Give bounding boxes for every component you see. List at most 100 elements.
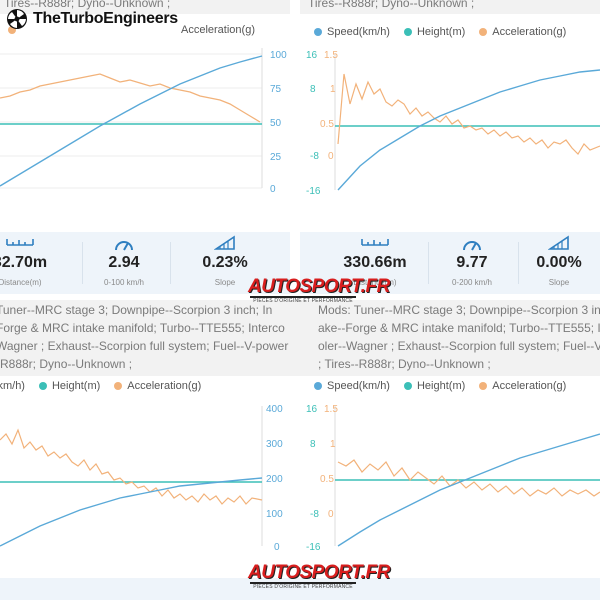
brand-logo: TheTurboEngineers (6, 8, 178, 30)
tick-label: 0.5 (320, 474, 334, 485)
tick-label: 200 (266, 474, 283, 485)
divider (428, 242, 429, 284)
line-chart: 400 300 200 100 0 (0, 404, 283, 553)
chart-legend: Speed(km/h) Height(m) Acceleration(g) (314, 26, 566, 38)
dot-icon (8, 26, 16, 34)
legend-acceleration: Acceleration(g) (492, 26, 567, 38)
legend-acceleration: Acceleration(g) (127, 380, 202, 392)
watermark-tagline: PIÈCES D'ORIGINE ET PERFORMANCE (253, 298, 353, 304)
line-chart: 16 1.5 8 1 0.5 -8 0 -16 (306, 404, 600, 553)
stat-label: Slope (214, 278, 236, 287)
legend-height: Height(m) (51, 380, 101, 392)
tick-label: -16 (306, 542, 321, 553)
tick-label: 0.5 (320, 119, 334, 130)
mods-text-middle: Tuner--MRC stage 3; Downpipe--Scorpion 3… (0, 300, 600, 376)
speed-series-line (0, 55, 263, 187)
dot-icon (38, 382, 47, 390)
stat-acceleration-time: 2.94 0-100 km/h (82, 232, 166, 294)
mods-text-top-left: Tires--R888r; Dyno--Unknown ; (0, 0, 290, 14)
slope-icon (548, 235, 569, 250)
mods-text-top-right: Tires--R888r; Dyno--Unknown ; (300, 0, 600, 14)
stat-value: 2.94 (108, 254, 140, 271)
stat-value: 0.23% (202, 254, 248, 271)
legend-speed: Speed(km/h) (327, 26, 390, 38)
watermark-title: AUTOSPORT.FR (248, 276, 390, 297)
divider (82, 242, 83, 284)
ruler-icon (361, 239, 389, 246)
stat-label: Distance(m) (353, 278, 397, 287)
tick-label: 0 (328, 151, 334, 162)
tick-label: 0 (274, 542, 280, 553)
tick-label: 1 (330, 84, 336, 95)
tick-label: 16 (306, 50, 318, 61)
mods-line: oler--Wagner ; Exhaust--Scorpion full sy… (316, 338, 600, 355)
chart-legend: Speed(km/h) Height(m) Acceleration(g) (314, 380, 566, 392)
acceleration-series-line (0, 73, 261, 123)
stat-label: Slope (548, 278, 570, 287)
legend-height: Height(m) (416, 380, 466, 392)
tick-label: -8 (310, 151, 319, 162)
speed-series-line (337, 69, 600, 191)
stat-value: 0.00% (536, 254, 582, 271)
watermark-logo: AUTOSPORT.FR PIÈCES D'ORIGINE ET PERFORM… (248, 276, 390, 304)
stat-value: 330.66m (343, 254, 407, 271)
tick-label: -16 (306, 186, 321, 197)
tick-label: 50 (270, 118, 282, 129)
line-chart: 100 75 50 25 0 (0, 48, 287, 195)
chart-panel-bottom-right: Speed(km/h) Height(m) Acceleration(g) 16… (300, 378, 600, 568)
line-chart: 16 1.5 8 1 0.5 -8 0 -16 (306, 50, 600, 197)
stats-bar-right: 330.66m Distance(m) 9.77 0-200 km/h 0.00… (300, 232, 600, 294)
chart-panel-top-right: Tires--R888r; Dyno--Unknown ; Speed(km/h… (300, 0, 600, 230)
dot-icon (114, 382, 123, 390)
tick-label: 1 (330, 439, 336, 450)
divider (170, 242, 171, 284)
slope-icon (214, 235, 235, 250)
speed-series-line (0, 477, 263, 547)
watermark-logo: AUTOSPORT.FR PIÈCES D'ORIGINE ET PERFORM… (248, 562, 390, 590)
stat-slope: 0.00% Slope (518, 232, 600, 294)
stat-label: 0-100 km/h (103, 278, 145, 287)
stat-distance: 330.66m Distance(m) (320, 232, 430, 294)
legend-speed: Speed(km/h) (327, 380, 390, 392)
mods-line: Tires--R888r; Dyno--Unknown ; (4, 0, 171, 10)
chart-panel-bottom-left: Speed(km/h) Height(m) Acceleration(g) 40… (0, 378, 290, 568)
tick-label: -8 (310, 509, 319, 520)
stat-label: Distance(m) (0, 278, 42, 287)
divider (518, 242, 519, 284)
dot-icon (314, 28, 322, 36)
brand-name: TheTurboEngineers (33, 10, 178, 27)
tick-label: 75 (270, 84, 282, 95)
tick-label: 300 (266, 439, 283, 450)
speedometer-icon (115, 241, 133, 251)
acceleration-series-line (0, 428, 263, 505)
dot-icon (479, 382, 488, 390)
mods-line: Wagner ; Exhaust--Scorpion full system; … (0, 339, 289, 353)
stat-slope: 0.23% Slope (170, 232, 280, 294)
stat-distance: 32.70m Distance(m) (0, 232, 80, 294)
chart-panel-top-left: Tires--R888r; Dyno--Unknown ; Accelerati… (0, 0, 290, 230)
legend-acceleration: Acceleration(g) (181, 24, 255, 36)
tick-label: 8 (310, 439, 316, 450)
speedometer-icon (463, 241, 481, 251)
tick-label: 400 (266, 404, 283, 415)
mods-line: Tuner--MRC stage 3; Downpipe--Scorpion 3… (0, 303, 273, 317)
ruler-icon (6, 239, 34, 246)
tick-label: 0 (270, 184, 276, 195)
dot-icon (479, 28, 488, 36)
stat-label: 0-200 km/h (451, 278, 493, 287)
dot-icon (403, 382, 412, 390)
dot-icon (403, 28, 412, 36)
watermark-title: AUTOSPORT.FR (248, 562, 390, 583)
tick-label: 100 (266, 509, 283, 520)
stats-bar-left: 32.70m Distance(m) 2.94 0-100 km/h 0.23%… (0, 232, 290, 294)
stat-value: 9.77 (456, 254, 488, 271)
legend-height: Height(m) (416, 26, 466, 38)
acceleration-series-line (337, 73, 600, 155)
stat-value: 32.70m (0, 254, 48, 271)
tick-label: 8 (310, 84, 316, 95)
watermark-tagline: PIÈCES D'ORIGINE ET PERFORMANCE (253, 584, 353, 590)
legend-acceleration: Acceleration(g) (492, 380, 567, 392)
dot-icon (314, 382, 322, 390)
mods-line: Tires--R888r; Dyno--Unknown ; (308, 0, 475, 10)
tick-label: 0 (328, 509, 334, 520)
